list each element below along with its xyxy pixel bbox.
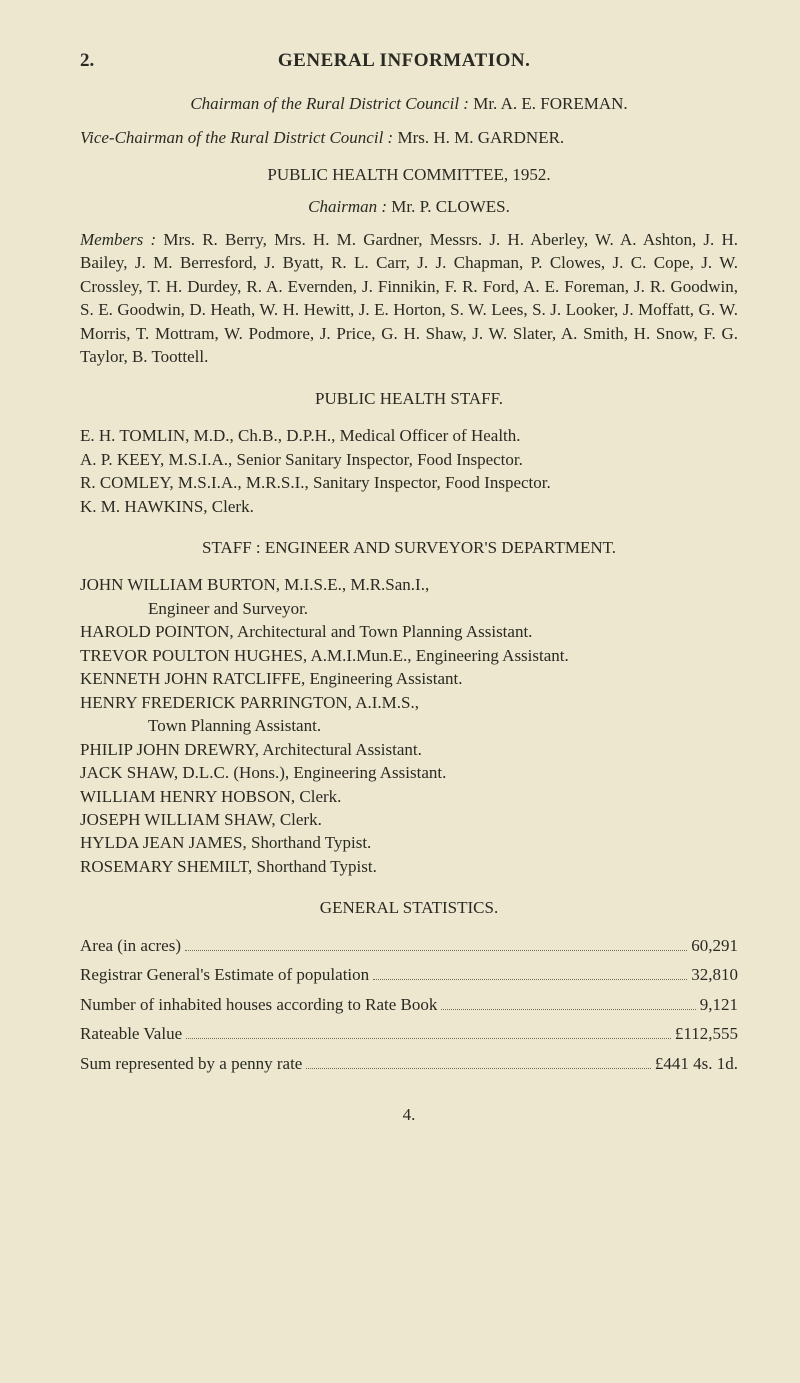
es-staff-list: JOHN WILLIAM BURTON, M.I.S.E., M.R.San.I…: [80, 573, 738, 878]
stats-value: £112,555: [675, 1022, 738, 1045]
page-number: 4.: [80, 1103, 738, 1126]
stats-row: Sum represented by a penny rate £441 4s. …: [80, 1052, 738, 1075]
staff-line: PHILIP JOHN DREWRY, Architectural Assist…: [80, 738, 738, 761]
page: 2. GENERAL INFORMATION. Chairman of the …: [0, 0, 800, 1167]
stats-value: 32,810: [691, 963, 738, 986]
phc-chairman-line: Chairman : Mr. P. CLOWES.: [80, 195, 738, 218]
dotted-leader: [186, 1038, 671, 1039]
staff-line: JOHN WILLIAM BURTON, M.I.S.E., M.R.San.I…: [80, 573, 738, 596]
stats-title: GENERAL STATISTICS.: [80, 896, 738, 919]
vice-chairman-label: Vice-Chairman of the Rural District Coun…: [80, 128, 393, 147]
dotted-leader: [306, 1068, 651, 1069]
staff-line: HYLDA JEAN JAMES, Shorthand Typist.: [80, 831, 738, 854]
stats-row: Area (in acres) 60,291: [80, 934, 738, 957]
chairman-line: Chairman of the Rural District Council :…: [80, 92, 738, 115]
section-title: GENERAL INFORMATION.: [278, 48, 530, 74]
dotted-leader: [185, 950, 687, 951]
stats-label: Sum represented by a penny rate: [80, 1052, 302, 1075]
members-text: Mrs. R. Berry, Mrs. H. M. Gardner, Messr…: [80, 230, 738, 366]
staff-line: Engineer and Surveyor.: [80, 597, 738, 620]
staff-line: JACK SHAW, D.L.C. (Hons.), Engineering A…: [80, 761, 738, 784]
staff-line: WILLIAM HENRY HOBSON, Clerk.: [80, 785, 738, 808]
stats-label: Area (in acres): [80, 934, 181, 957]
staff-line: TREVOR POULTON HUGHES, A.M.I.Mun.E., Eng…: [80, 644, 738, 667]
header-row: 2. GENERAL INFORMATION.: [80, 48, 738, 74]
section-number: 2.: [80, 48, 94, 74]
ph-staff-title: PUBLIC HEALTH STAFF.: [80, 387, 738, 410]
stats-row: Rateable Value £112,555: [80, 1022, 738, 1045]
stats-value: £441 4s. 1d.: [655, 1052, 738, 1075]
staff-line: K. M. HAWKINS, Clerk.: [80, 495, 738, 518]
dotted-leader: [441, 1009, 695, 1010]
stats-value: 9,121: [700, 993, 738, 1016]
staff-line: Town Planning Assistant.: [80, 714, 738, 737]
staff-line: R. COMLEY, M.S.I.A., M.R.S.I., Sanitary …: [80, 471, 738, 494]
stats-label: Registrar General's Estimate of populati…: [80, 963, 369, 986]
staff-line: JOSEPH WILLIAM SHAW, Clerk.: [80, 808, 738, 831]
dotted-leader: [373, 979, 687, 980]
staff-line: KENNETH JOHN RATCLIFFE, Engineering Assi…: [80, 667, 738, 690]
phc-chairman-name: Mr. P. CLOWES.: [391, 197, 510, 216]
phc-title: PUBLIC HEALTH COMMITTEE, 1952.: [80, 163, 738, 186]
stats-value: 60,291: [691, 934, 738, 957]
vice-chairman-name: Mrs. H. M. GARDNER.: [397, 128, 564, 147]
staff-line: A. P. KEEY, M.S.I.A., Senior Sanitary In…: [80, 448, 738, 471]
chairman-label: Chairman of the Rural District Council :: [190, 94, 469, 113]
stats-row: Registrar General's Estimate of populati…: [80, 963, 738, 986]
chairman-name: Mr. A. E. FOREMAN.: [473, 94, 627, 113]
members-paragraph: Members : Mrs. R. Berry, Mrs. H. M. Gard…: [80, 228, 738, 369]
members-label: Members :: [80, 230, 156, 249]
stats-list: Area (in acres) 60,291 Registrar General's…: [80, 934, 738, 1075]
stats-row: Number of inhabited houses according to …: [80, 993, 738, 1016]
ph-staff-list: E. H. TOMLIN, M.D., Ch.B., D.P.H., Medic…: [80, 424, 738, 518]
staff-line: HAROLD POINTON, Architectural and Town P…: [80, 620, 738, 643]
staff-line: ROSEMARY SHEMILT, Shorthand Typist.: [80, 855, 738, 878]
stats-label: Rateable Value: [80, 1022, 182, 1045]
phc-chairman-label: Chairman :: [308, 197, 387, 216]
es-staff-title: STAFF : ENGINEER AND SURVEYOR'S DEPARTME…: [80, 536, 738, 559]
stats-label: Number of inhabited houses according to …: [80, 993, 437, 1016]
vice-chairman-line: Vice-Chairman of the Rural District Coun…: [80, 126, 738, 149]
staff-line: E. H. TOMLIN, M.D., Ch.B., D.P.H., Medic…: [80, 424, 738, 447]
staff-line: HENRY FREDERICK PARRINGTON, A.I.M.S.,: [80, 691, 738, 714]
